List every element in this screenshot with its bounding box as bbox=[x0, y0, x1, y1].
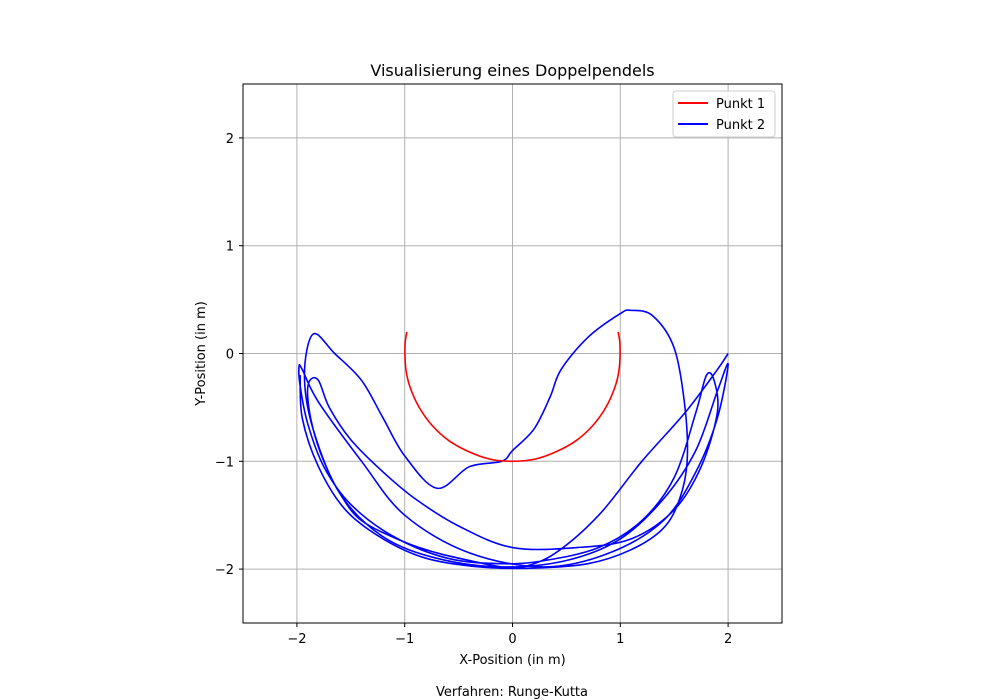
x-axis-label: X-Position (in m) bbox=[459, 653, 566, 668]
legend-label-punkt-1: Punkt 1 bbox=[716, 97, 765, 112]
series-line-punkt-1 bbox=[404, 331, 621, 463]
x-tick-label: 2 bbox=[724, 632, 732, 647]
x-tick-label: 0 bbox=[508, 632, 516, 647]
legend: Punkt 1 Punkt 2 bbox=[672, 90, 776, 138]
y-tick-label: −2 bbox=[215, 563, 234, 578]
y-tick-label: 0 bbox=[226, 348, 234, 363]
axis-ticks: −2 −1 0 1 2 −2 −1 0 1 2 bbox=[215, 132, 732, 647]
y-tick-label: 2 bbox=[226, 132, 234, 147]
series-layer bbox=[298, 309, 729, 570]
chart-title: Visualisierung eines Doppelpendels bbox=[370, 61, 654, 80]
x-tick-label: −1 bbox=[395, 632, 414, 647]
y-tick-label: 1 bbox=[226, 240, 234, 255]
x-tick-label: 1 bbox=[616, 632, 624, 647]
grid bbox=[243, 84, 782, 623]
footnote-method: Verfahren: Runge-Kutta bbox=[436, 685, 588, 700]
legend-label-punkt-2: Punkt 2 bbox=[716, 118, 765, 133]
y-axis-label: Y-Position (in m) bbox=[194, 301, 209, 407]
x-tick-label: −2 bbox=[287, 632, 306, 647]
y-tick-label: −1 bbox=[215, 455, 234, 470]
series-line-punkt-2 bbox=[298, 309, 729, 570]
